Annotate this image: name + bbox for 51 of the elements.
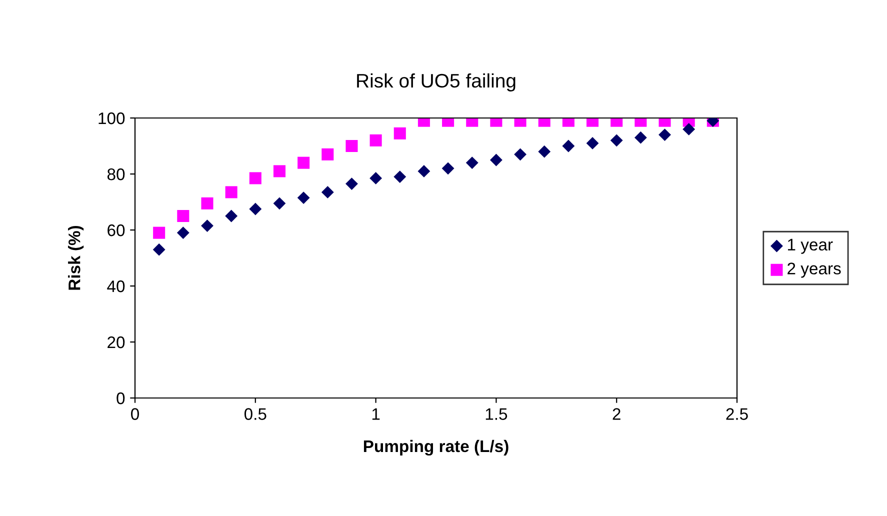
- x-tick-label: 2: [612, 408, 620, 420]
- point: [490, 154, 502, 166]
- point: [634, 131, 647, 144]
- point: [442, 162, 454, 175]
- point: [201, 197, 214, 210]
- point: [658, 128, 671, 142]
- point: [273, 165, 286, 178]
- point: [225, 210, 238, 222]
- point: [610, 134, 623, 147]
- x-tick-label: 2.5: [726, 408, 748, 420]
- point: [249, 202, 262, 216]
- x-tick-label: 0: [131, 408, 139, 420]
- point: [225, 186, 238, 198]
- y-tick-label: 40: [107, 280, 125, 292]
- point: [298, 156, 310, 169]
- y-axis-title: Risk (%): [68, 226, 84, 290]
- legend-label: 1 year: [788, 238, 833, 254]
- point: [176, 226, 190, 240]
- point: [394, 127, 406, 140]
- point: [562, 140, 575, 152]
- point: [153, 226, 166, 239]
- point: [346, 178, 358, 190]
- point: [346, 140, 358, 152]
- point: [466, 156, 478, 170]
- point: [201, 220, 214, 232]
- x-tick-label: 1: [372, 408, 380, 420]
- y-tick-label: 0: [116, 392, 125, 404]
- point: [682, 122, 696, 136]
- point: [152, 243, 166, 256]
- point: [514, 148, 526, 161]
- point: [273, 197, 286, 210]
- y-tick-label: 100: [98, 112, 125, 124]
- point: [586, 136, 599, 150]
- point: [321, 186, 334, 198]
- x-tick-label: 0.5: [244, 408, 266, 420]
- point: [370, 134, 382, 146]
- legend-label: 2 years: [788, 262, 841, 278]
- point: [538, 145, 551, 158]
- point: [394, 170, 406, 184]
- point: [177, 210, 190, 222]
- point: [322, 148, 334, 160]
- x-axis-title: Pumping rate (L/s): [364, 440, 508, 456]
- point: [249, 172, 262, 184]
- y-tick-label: 20: [108, 336, 125, 348]
- y-tick-label: 60: [108, 224, 125, 236]
- x-tick-label: 1.5: [486, 408, 508, 420]
- point: [418, 164, 430, 178]
- point: [370, 172, 382, 184]
- y-tick-label: 80: [107, 168, 125, 180]
- point: [297, 192, 310, 204]
- chart-title: Risk of UO5 failing: [357, 73, 516, 92]
